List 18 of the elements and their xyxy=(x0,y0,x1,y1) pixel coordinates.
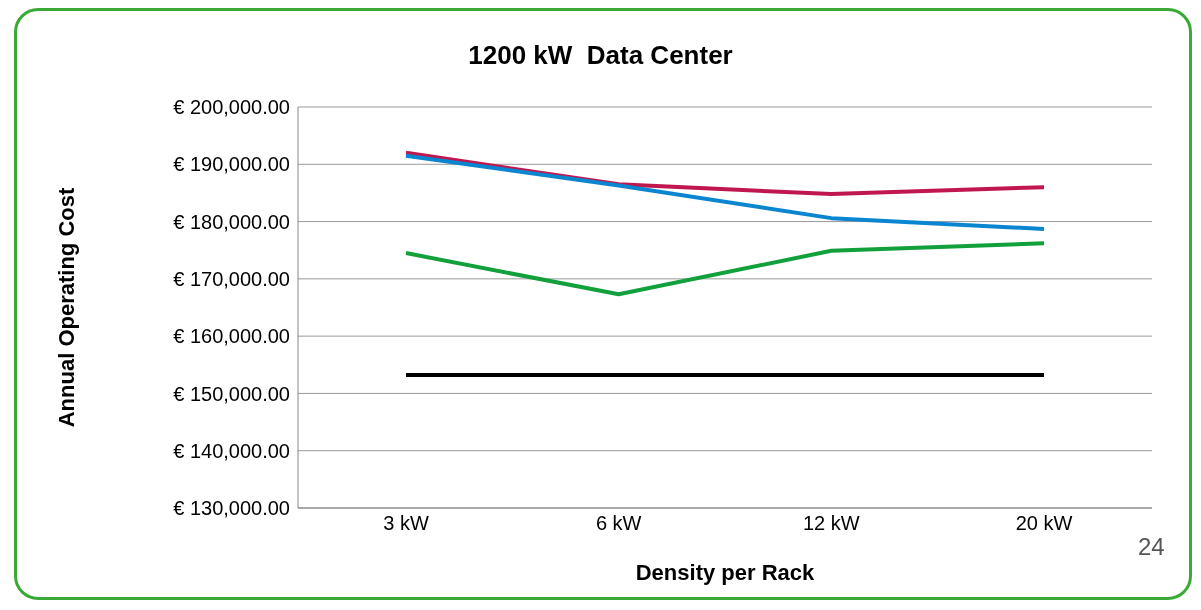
y-tick-label: € 190,000.00 xyxy=(173,153,290,176)
x-axis-title: Density per Rack xyxy=(635,560,816,585)
x-tick-label: 3 kW xyxy=(383,512,429,535)
line-series xyxy=(404,241,1046,297)
y-tick-label: € 160,000.00 xyxy=(173,325,290,348)
y-axis-title: Annual Operating Cost xyxy=(53,187,79,428)
y-tick-label: € 170,000.00 xyxy=(173,267,290,290)
y-tick-label: € 200,000.00 xyxy=(173,96,290,119)
y-tick-label: € 140,000.00 xyxy=(173,439,290,462)
y-tick-label: € 130,000.00 xyxy=(173,497,290,520)
chart-title: 1200 kW Data Center xyxy=(467,40,734,71)
y-tick-label: € 150,000.00 xyxy=(173,382,290,405)
line-series xyxy=(404,153,1046,232)
x-tick-label: 12 kW xyxy=(802,512,860,535)
x-tick-label: 20 kW xyxy=(1015,512,1073,535)
text: 24 xyxy=(1138,533,1165,561)
x-tick-label: 6 kW xyxy=(595,512,642,535)
y-tick-label: € 180,000.00 xyxy=(173,210,290,233)
